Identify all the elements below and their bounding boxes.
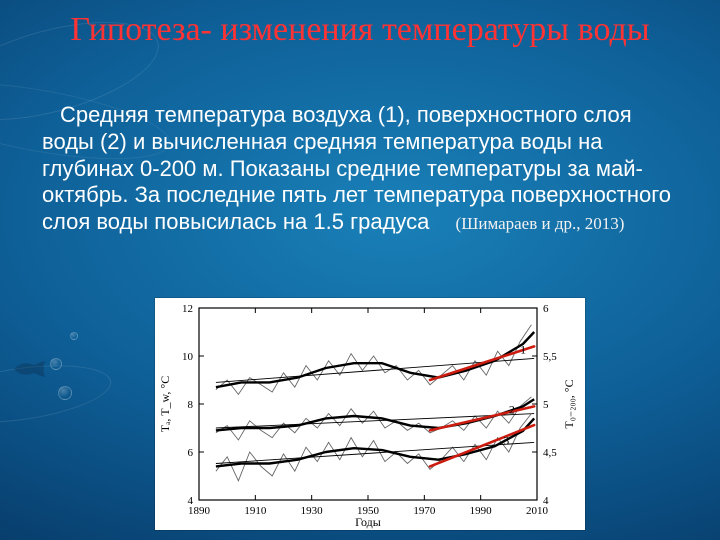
svg-text:3: 3 [503,433,509,447]
svg-text:1990: 1990 [470,505,493,517]
svg-text:2: 2 [509,403,515,417]
body-paragraph: Средняя температура воздуха (1), поверхн… [42,102,678,236]
slide: Гипотеза- изменения температуры воды Сре… [0,0,720,540]
decorative-bubble [70,332,78,340]
svg-text:4,5: 4,5 [543,447,557,459]
svg-text:T₀₋₂₀₀, °C: T₀₋₂₀₀, °C [562,379,576,428]
svg-text:1930: 1930 [301,505,324,517]
svg-text:8: 8 [188,399,194,411]
svg-text:Tₐ, T_w, °C: Tₐ, T_w, °C [158,376,172,432]
chart-svg: 1890191019301950197019902010468101244,55… [155,298,585,530]
temperature-chart: 1890191019301950197019902010468101244,55… [155,298,585,530]
svg-text:Годы: Годы [355,515,381,529]
svg-text:12: 12 [182,303,193,315]
citation: (Шимараев и др., 2013) [456,214,625,233]
slide-body: Средняя температура воздуха (1), поверхн… [42,102,678,236]
fish-icon [12,360,46,378]
svg-text:10: 10 [182,351,194,363]
decorative-bubble [50,358,62,370]
svg-text:5,5: 5,5 [543,351,557,363]
svg-text:4: 4 [543,495,549,507]
slide-title: Гипотеза- изменения температуры воды [0,10,720,49]
svg-text:6: 6 [543,303,549,315]
svg-text:1910: 1910 [244,505,267,517]
svg-text:1: 1 [520,343,526,357]
svg-text:5: 5 [543,399,549,411]
svg-text:4: 4 [188,495,194,507]
svg-text:1970: 1970 [413,505,436,517]
svg-text:6: 6 [188,447,194,459]
decorative-bubble [58,386,72,400]
